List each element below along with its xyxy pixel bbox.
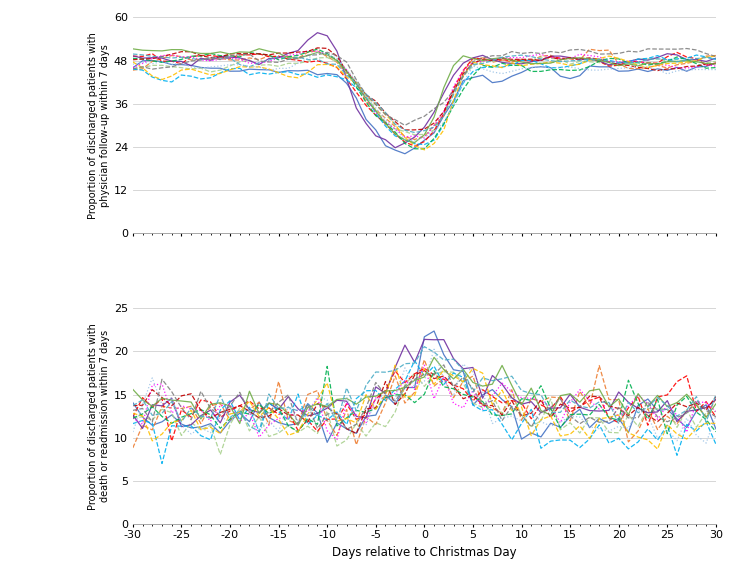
Y-axis label: Proportion of discharged patients with
death or readmission within 7 days: Proportion of discharged patients with d… <box>88 322 110 509</box>
Y-axis label: Proportion of discharged patients with
physician follow-up within 7 days: Proportion of discharged patients with p… <box>88 32 109 219</box>
X-axis label: Days relative to Christmas Day: Days relative to Christmas Day <box>332 545 517 559</box>
